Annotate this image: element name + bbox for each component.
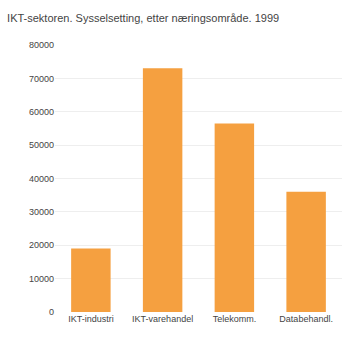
svg-text:Telekomm.: Telekomm. [213,314,257,324]
svg-text:IKT-sektoren. Sysselsetting, e: IKT-sektoren. Sysselsetting, etter nærin… [7,12,279,24]
svg-text:80000: 80000 [29,40,54,50]
svg-text:70000: 70000 [29,74,54,84]
svg-text:40000: 40000 [29,174,54,184]
svg-text:Databehandl.: Databehandl. [279,314,333,324]
svg-text:10000: 10000 [29,274,54,284]
svg-text:IKT-industri: IKT-industri [68,314,114,324]
svg-text:60000: 60000 [29,107,54,117]
svg-text:50000: 50000 [29,140,54,150]
svg-text:0: 0 [49,307,54,317]
svg-text:30000: 30000 [29,207,54,217]
svg-text:IKT-varehandel: IKT-varehandel [132,314,193,324]
svg-text:20000: 20000 [29,240,54,250]
